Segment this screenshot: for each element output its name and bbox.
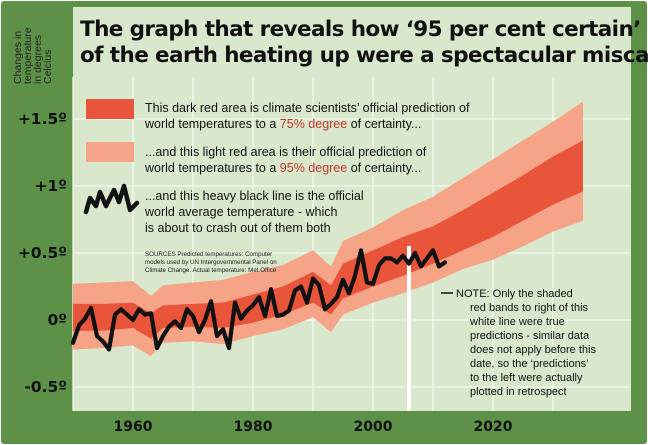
legend-75-line-2: world temperatures to a 75% degree of ce… <box>144 117 421 131</box>
note-line: NOTE: Only the shaded <box>456 288 573 300</box>
y-axis-label-line: in degrees <box>32 35 44 84</box>
grid <box>72 77 631 411</box>
band-75-percent <box>73 140 583 339</box>
note-line: plotted in retrospect <box>470 386 567 398</box>
legend-line-line-1: ...and this heavy black line is the offi… <box>145 189 364 203</box>
observed-temperature-path <box>70 248 448 352</box>
x-tick-label: 1980 <box>234 419 273 435</box>
y-axis-ticks: -0.5º 0º +0.5º +1º +1.5º <box>18 110 67 396</box>
note-line: predictions - similar data <box>470 330 590 342</box>
prediction-bands <box>73 101 583 357</box>
y-tick-label: -0.5º <box>24 378 67 396</box>
legend-line-line-2: world average temperature - which <box>144 205 337 219</box>
x-axis-ticks: 1960 1980 2000 2020 <box>114 419 513 435</box>
y-axis-label-line: Changes in <box>12 31 24 84</box>
legend-75-highlight: 75% degree <box>280 117 347 131</box>
y-axis-label-line: Celcius <box>42 50 54 84</box>
y-tick-label: +1º <box>34 177 67 195</box>
legend-swatch-75 <box>86 99 134 119</box>
sources-line: SOURCES Predicted temperatures: Computer <box>145 251 272 258</box>
sources-line: Climate Change. Actual temperature: Met … <box>145 267 277 274</box>
y-axis-label: Changes in temperature in degrees Celciu… <box>12 27 54 84</box>
legend-line-swatch <box>83 183 140 215</box>
note-line: red bands to right of this <box>470 302 589 314</box>
legend-75-line-1: This dark red area is climate scientists… <box>145 101 470 115</box>
x-tick-label: 1960 <box>114 419 153 435</box>
note-line: to the left were actually <box>470 372 583 384</box>
y-axis-label-line: temperature <box>22 27 34 84</box>
chart-title-line-1: The graph that reveals how ‘95 per cent … <box>80 17 648 42</box>
legend-95-line-1: ...and this light red area is their offi… <box>145 145 427 159</box>
sources-line: models used by UN Intergovernmental Pane… <box>145 259 277 266</box>
legend-95-line-2: world temperatures to a 95% degree of ce… <box>144 161 421 175</box>
band-95-percent <box>73 101 583 357</box>
x-tick-label: 2000 <box>354 419 393 435</box>
legend-line-line-3: is about to crash out of them both <box>145 221 331 235</box>
note-line: date, so the ‘predictions’ <box>470 358 589 370</box>
x-tick-label: 2020 <box>474 419 513 435</box>
legend-swatch-95 <box>86 142 134 162</box>
chart-title-line-2: of the earth heating up were a spectacul… <box>80 43 648 68</box>
observed-temperature-line <box>70 248 448 352</box>
note-line: does not apply before this <box>470 344 596 356</box>
y-tick-label: +1.5º <box>18 110 67 128</box>
y-tick-label: 0º <box>47 311 67 329</box>
note-annotation: NOTE: Only the shaded red bands to right… <box>456 288 596 398</box>
legend-95-highlight: 95% degree <box>280 161 347 175</box>
y-tick-label: +0.5º <box>18 244 67 262</box>
note-line: white line were true <box>469 316 565 328</box>
